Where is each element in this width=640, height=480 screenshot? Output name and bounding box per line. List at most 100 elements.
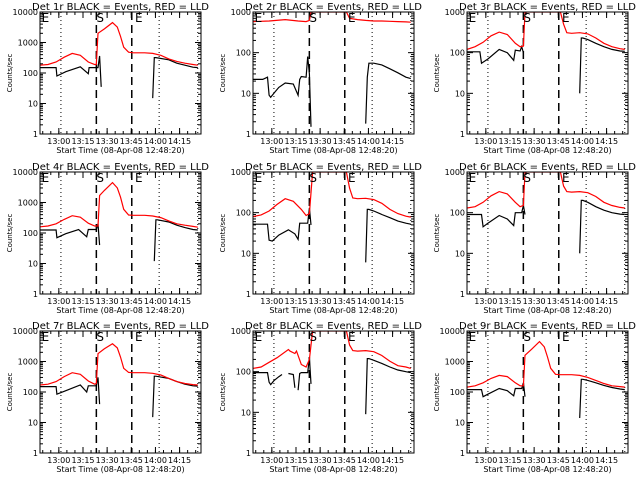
- y-tick-label: 10: [455, 89, 465, 98]
- x-tick-label: 13:45: [547, 297, 570, 306]
- marker-label-e: E: [562, 171, 570, 185]
- plot-frame: [39, 330, 202, 454]
- x-tick-label: 14:15: [595, 297, 618, 306]
- marker-label-e: E: [42, 330, 50, 344]
- y-tick-label: 100: [450, 388, 465, 397]
- x-tick-label: 14:00: [144, 297, 167, 306]
- y-tick-label: 1000: [231, 327, 251, 336]
- x-tick-label: 14:00: [571, 297, 594, 306]
- x-tick-label: 13:30: [96, 297, 119, 306]
- events-series-line: [467, 205, 526, 228]
- marker-label-e: E: [42, 11, 50, 25]
- marker-label-e: E: [348, 11, 356, 25]
- panel-1: Det 1r BLACK = Events, RED = LLD Counts/s…: [6, 2, 209, 155]
- y-tick-label: 10: [241, 408, 251, 417]
- marker-label-s: S: [96, 330, 104, 344]
- lld-series-line: [40, 21, 198, 66]
- marker-label-e: E: [255, 330, 263, 344]
- lld-series-line: [253, 172, 411, 218]
- x-tick-label: 13:15: [71, 137, 94, 146]
- panel-title: Det 8r BLACK = Events, RED = LLD: [245, 321, 422, 332]
- x-tick-label: 14:15: [381, 456, 404, 465]
- x-axis-label: Start Time (08-Apr-08 12:48:20): [269, 146, 397, 155]
- x-axis-label: Start Time (08-Apr-08 12:48:20): [269, 465, 397, 474]
- lld-series-line: [40, 181, 198, 228]
- lld-series-line: [467, 340, 625, 388]
- y-tick-label: 1000: [18, 199, 38, 208]
- y-tick-label: 100: [23, 229, 38, 238]
- y-tick-label: 100: [23, 69, 38, 78]
- x-axis-label: Start Time (08-Apr-08 12:48:20): [56, 465, 184, 474]
- x-tick-label: 14:15: [381, 297, 404, 306]
- y-tick-label: 100: [450, 209, 465, 218]
- marker-label-e: E: [42, 171, 50, 185]
- y-tick-label: 10000: [13, 8, 38, 17]
- y-tick-label: 1: [460, 449, 465, 458]
- marker-label-e: E: [135, 171, 143, 185]
- plot-frame: [39, 11, 202, 135]
- x-tick-label: 13:30: [309, 456, 332, 465]
- y-tick-label: 1: [246, 290, 251, 299]
- y-tick-label: 10: [28, 260, 38, 269]
- marker-label-s: S: [309, 11, 317, 25]
- y-tick-label: 100: [236, 368, 251, 377]
- y-tick-label: 10: [28, 100, 38, 109]
- y-tick-label: 1: [33, 290, 38, 299]
- lld-series-line: [467, 172, 625, 209]
- marker-label-e: E: [135, 11, 143, 25]
- events-series-line: [467, 382, 526, 398]
- y-tick-label: 10: [28, 419, 38, 428]
- y-tick-label: 10: [455, 249, 465, 258]
- x-tick-label: 13:30: [523, 456, 546, 465]
- y-axis-label: Counts/sec: [6, 214, 14, 253]
- marker-label-s: S: [96, 11, 104, 25]
- x-tick-label: 13:30: [96, 456, 119, 465]
- x-tick-label: 13:00: [474, 137, 497, 146]
- x-tick-label: 13:15: [498, 137, 521, 146]
- y-tick-label: 1000: [445, 168, 465, 177]
- x-tick-label: 14:15: [168, 297, 191, 306]
- panel-title: Det 9r BLACK = Events, RED = LLD: [459, 321, 636, 332]
- x-axis-label: Start Time (08-Apr-08 12:48:20): [483, 465, 611, 474]
- x-tick-label: 14:00: [571, 456, 594, 465]
- y-axis-label: Counts/sec: [433, 54, 441, 93]
- y-tick-label: 1000: [445, 358, 465, 367]
- y-tick-label: 100: [236, 49, 251, 58]
- x-tick-label: 13:15: [71, 297, 94, 306]
- plot-frame: [466, 171, 629, 295]
- x-tick-label: 13:45: [120, 137, 143, 146]
- x-tick-label: 13:45: [333, 456, 356, 465]
- x-tick-label: 14:00: [357, 456, 380, 465]
- marker-label-e: E: [562, 330, 570, 344]
- y-axis-label: Counts/sec: [433, 214, 441, 253]
- x-tick-label: 13:00: [474, 297, 497, 306]
- events-series-line: [365, 62, 411, 124]
- marker-label-e: E: [562, 11, 570, 25]
- plot-frame: [252, 11, 415, 135]
- y-tick-label: 10000: [440, 327, 465, 336]
- events-series-line: [253, 357, 312, 391]
- panel-title: Det 2r BLACK = Events, RED = LLD: [245, 2, 422, 13]
- y-tick-label: 1000: [231, 8, 251, 17]
- x-tick-label: 13:15: [284, 456, 307, 465]
- x-tick-label: 13:00: [260, 456, 283, 465]
- events-series-line: [152, 375, 198, 418]
- marker-label-s: S: [523, 171, 531, 185]
- panel-9: Det 9r BLACK = Events, RED = LLD Counts/s…: [433, 321, 636, 474]
- y-tick-label: 100: [450, 49, 465, 58]
- panel-3: Det 3r BLACK = Events, RED = LLD Counts/s…: [433, 2, 636, 155]
- y-axis-label: Counts/sec: [6, 54, 14, 93]
- x-tick-label: 13:00: [47, 456, 70, 465]
- y-tick-label: 1: [246, 130, 251, 139]
- y-axis-label: Counts/sec: [219, 373, 227, 412]
- x-tick-label: 13:45: [120, 297, 143, 306]
- events-series-line: [253, 56, 312, 127]
- x-tick-label: 13:45: [547, 456, 570, 465]
- y-tick-label: 10: [241, 249, 251, 258]
- events-series-line: [579, 199, 625, 254]
- plot-frame: [252, 330, 415, 454]
- plot-frame: [39, 171, 202, 295]
- lld-series-line: [253, 331, 411, 369]
- events-series-line: [579, 37, 625, 94]
- panel-4: Det 4r BLACK = Events, RED = LLD Counts/s…: [6, 162, 209, 315]
